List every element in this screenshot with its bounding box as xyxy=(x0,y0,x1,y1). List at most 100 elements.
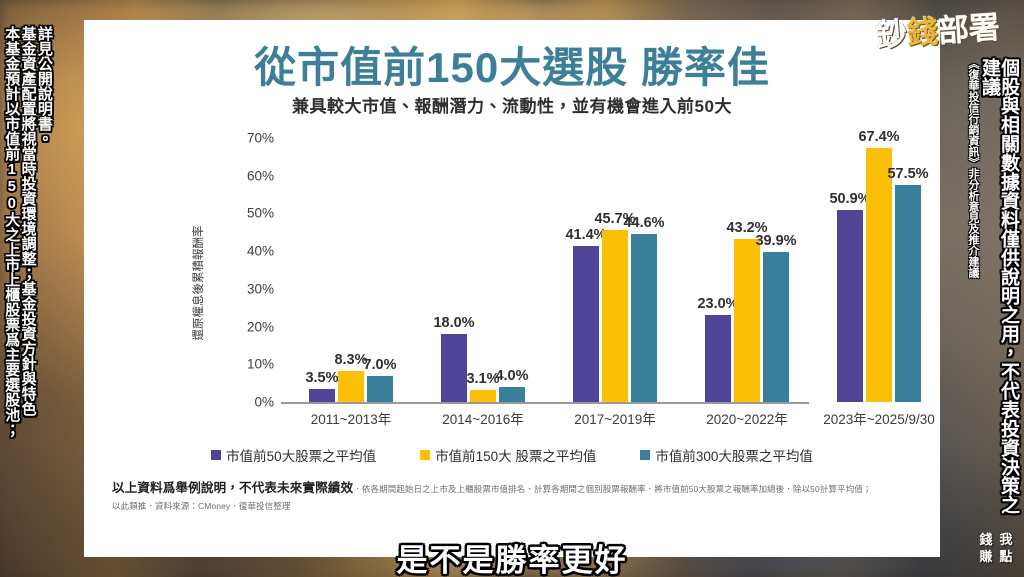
x-tick-label: 2023年~2025/9/30 xyxy=(823,412,935,427)
left-rail-line-1: 詳見公開說明書。 xyxy=(35,26,53,146)
bar-slot: 39.9% xyxy=(755,138,797,402)
legend-item[interactable]: 市值前300大股票之平均值 xyxy=(640,445,813,465)
footnote-line-1: 以上資料爲舉例說明，不代表未來實際績效．依各期間起始日之上市及上櫃股票市值排名．… xyxy=(112,476,922,499)
bar[interactable]: 4.0% xyxy=(495,368,529,402)
x-tick-label: 2014~2016年 xyxy=(442,412,524,427)
footnote-detail: ．依各期間起始日之上市及上櫃股票市值排名．計算各期間之個別股票報酬率．將市值前5… xyxy=(353,484,872,494)
watermark-char-2: 錢 xyxy=(979,532,993,547)
bar[interactable]: 7.0% xyxy=(363,357,397,402)
bar-slot: 3.5% xyxy=(305,138,339,402)
legend-label: 市值前150大 股票之平均值 xyxy=(435,449,597,464)
bar-value-label: 4.0% xyxy=(495,367,529,384)
bar[interactable]: 39.9% xyxy=(755,233,797,402)
bar-value-label: 3.5% xyxy=(305,369,339,386)
bar-value-label: 3.1% xyxy=(466,371,500,388)
bar-slot: 57.5% xyxy=(887,138,929,402)
bar[interactable]: 50.9% xyxy=(829,191,871,402)
legend-item[interactable]: 市值前50大股票之平均值 xyxy=(211,445,376,465)
x-tick-label: 2020~2022年 xyxy=(706,412,788,427)
bar-group: 50.9% 67.4% 57.5% xyxy=(820,129,938,402)
watermark-char-1: 我 xyxy=(999,532,1013,547)
legend-label: 市值前50大股票之平均值 xyxy=(226,449,377,464)
x-tick-label: 2011~2013年 xyxy=(310,412,392,427)
bar-value-label: 41.4% xyxy=(565,226,607,243)
bar[interactable]: 43.2% xyxy=(726,220,768,402)
right-rail-source-text: 《復華投信行銷資訊》非分析意見及推介建議 xyxy=(967,58,979,278)
bar-slot: 4.0% xyxy=(495,138,529,402)
bottom-caption: 是不是勝率更好 xyxy=(396,543,628,577)
bar-group: 18.0% 3.1% 4.0% xyxy=(424,138,542,402)
y-axis-title: 還原權息後累積報酬率 xyxy=(193,225,205,341)
bar[interactable]: 57.5% xyxy=(887,166,929,402)
bar-value-label: 50.9% xyxy=(829,191,871,208)
watermark-char-4: 賺 xyxy=(979,549,993,564)
bar-slot: 8.3% xyxy=(334,138,368,402)
bar-slot: 7.0% xyxy=(363,138,397,402)
footnote-line-2: 以此類推．資料來源：CMoney．復華投信整理 xyxy=(112,501,291,512)
x-axis-line xyxy=(281,402,809,404)
footnote: 以上資料爲舉例說明，不代表未來實際績效．依各期間起始日之上市及上櫃股票市值排名．… xyxy=(112,476,922,513)
bar-slot: 3.1% xyxy=(466,138,500,402)
bar[interactable]: 45.7% xyxy=(594,211,636,402)
bar-slot: 41.4% xyxy=(565,138,607,402)
left-rail-line-2: 基金資產配置將視當時投資環境調整；基金投資方針與特色 xyxy=(19,26,37,416)
y-tick-label: 20% xyxy=(246,319,274,335)
logo-char-3: 部署 xyxy=(936,9,1002,49)
click-to-earn-watermark[interactable]: 我 錢 點 賺 xyxy=(976,531,1016,565)
bar-slot: 50.9% xyxy=(829,138,871,402)
bar-value-label: 45.7% xyxy=(594,210,636,227)
bar-slot: 43.2% xyxy=(726,138,768,402)
bar[interactable]: 8.3% xyxy=(334,352,368,402)
right-disclaimer-rail: 個股與相關數據資料僅供說明之用，不代表投資決策之建議 《復華投信行銷資訊》非分析… xyxy=(966,58,1019,558)
bar-group: 23.0% 43.2% 39.9% xyxy=(688,138,806,402)
watermark-char-3: 點 xyxy=(999,549,1013,564)
x-tick-label: 2017~2019年 xyxy=(574,412,656,427)
bar[interactable]: 23.0% xyxy=(697,296,739,402)
right-rail-main-text: 個股與相關數據資料僅供說明之用，不代表投資決策之建議 xyxy=(979,58,1019,514)
y-tick-label: 0% xyxy=(254,394,274,410)
bar-value-label: 23.0% xyxy=(697,296,739,313)
bar-chart: 還原權息後累積報酬率 0% 10% 20% 30% 40% 50% 60% 70% 3.5% 8… xyxy=(104,120,935,440)
bar-value-label: 43.2% xyxy=(726,220,768,237)
bar[interactable]: 41.4% xyxy=(565,227,607,402)
y-tick-label: 30% xyxy=(246,281,274,297)
bar-slot: 45.7% xyxy=(594,138,636,402)
bar-group: 41.4% 45.7% 44.6% xyxy=(556,138,674,402)
bar-slot: 44.6% xyxy=(623,138,665,402)
brand-logo: 鈔 錢 部署 xyxy=(874,9,1002,54)
footnote-emphasis: 以上資料爲舉例說明，不代表未來實際績效 xyxy=(112,481,354,495)
page-subtitle: 兼具較大市值、報酬潛力、流動性，並有機會進入前50大 xyxy=(292,97,732,116)
y-tick-label: 10% xyxy=(246,356,274,372)
bar[interactable]: 44.6% xyxy=(623,215,665,402)
legend-label: 市值前300大股票之平均值 xyxy=(655,449,813,464)
bar-value-label: 7.0% xyxy=(363,356,397,373)
bar-value-label: 8.3% xyxy=(334,351,368,368)
content-card: 從市值前150大選股 勝率佳 兼具較大市值、報酬潛力、流動性，並有機會進入前50… xyxy=(84,20,940,577)
bar-value-label: 57.5% xyxy=(887,166,929,183)
page-title: 從市值前150大選股 勝率佳 xyxy=(254,44,770,91)
logo-char-1: 鈔 xyxy=(874,16,909,54)
bar-slot: 67.4% xyxy=(858,129,900,402)
legend-swatch-icon xyxy=(211,450,222,460)
chart-legend: 市值前50大股票之平均值 市值前150大 股票之平均值 市值前300大股票之平均值 xyxy=(84,445,940,465)
bar[interactable]: 3.1% xyxy=(466,371,500,402)
bar-value-label: 18.0% xyxy=(433,315,475,332)
legend-swatch-icon xyxy=(640,450,651,460)
plot-area: 3.5% 8.3% 7.0% 18.0% 3.1% 4.0% 41.4% 45.7% 44.6%… xyxy=(284,129,984,402)
y-tick-label: 40% xyxy=(246,243,274,259)
y-tick-label: 70% xyxy=(246,130,274,146)
bar[interactable]: 3.5% xyxy=(305,370,339,402)
bar-value-label: 39.9% xyxy=(755,232,797,249)
bar[interactable]: 18.0% xyxy=(433,315,475,402)
bar-value-label: 67.4% xyxy=(858,128,900,145)
y-tick-label: 50% xyxy=(246,205,274,221)
bar-slot: 23.0% xyxy=(697,138,739,402)
bar[interactable]: 67.4% xyxy=(858,129,900,402)
bar-value-label: 44.6% xyxy=(623,214,665,231)
legend-swatch-icon xyxy=(420,450,431,460)
y-tick-label: 60% xyxy=(246,168,274,184)
bar-slot: 18.0% xyxy=(433,138,475,402)
legend-item[interactable]: 市值前150大 股票之平均值 xyxy=(420,445,596,465)
left-rail-line-3: 本基金預計以市值前150大之上市上櫃股票爲主要選股池； xyxy=(3,26,21,437)
